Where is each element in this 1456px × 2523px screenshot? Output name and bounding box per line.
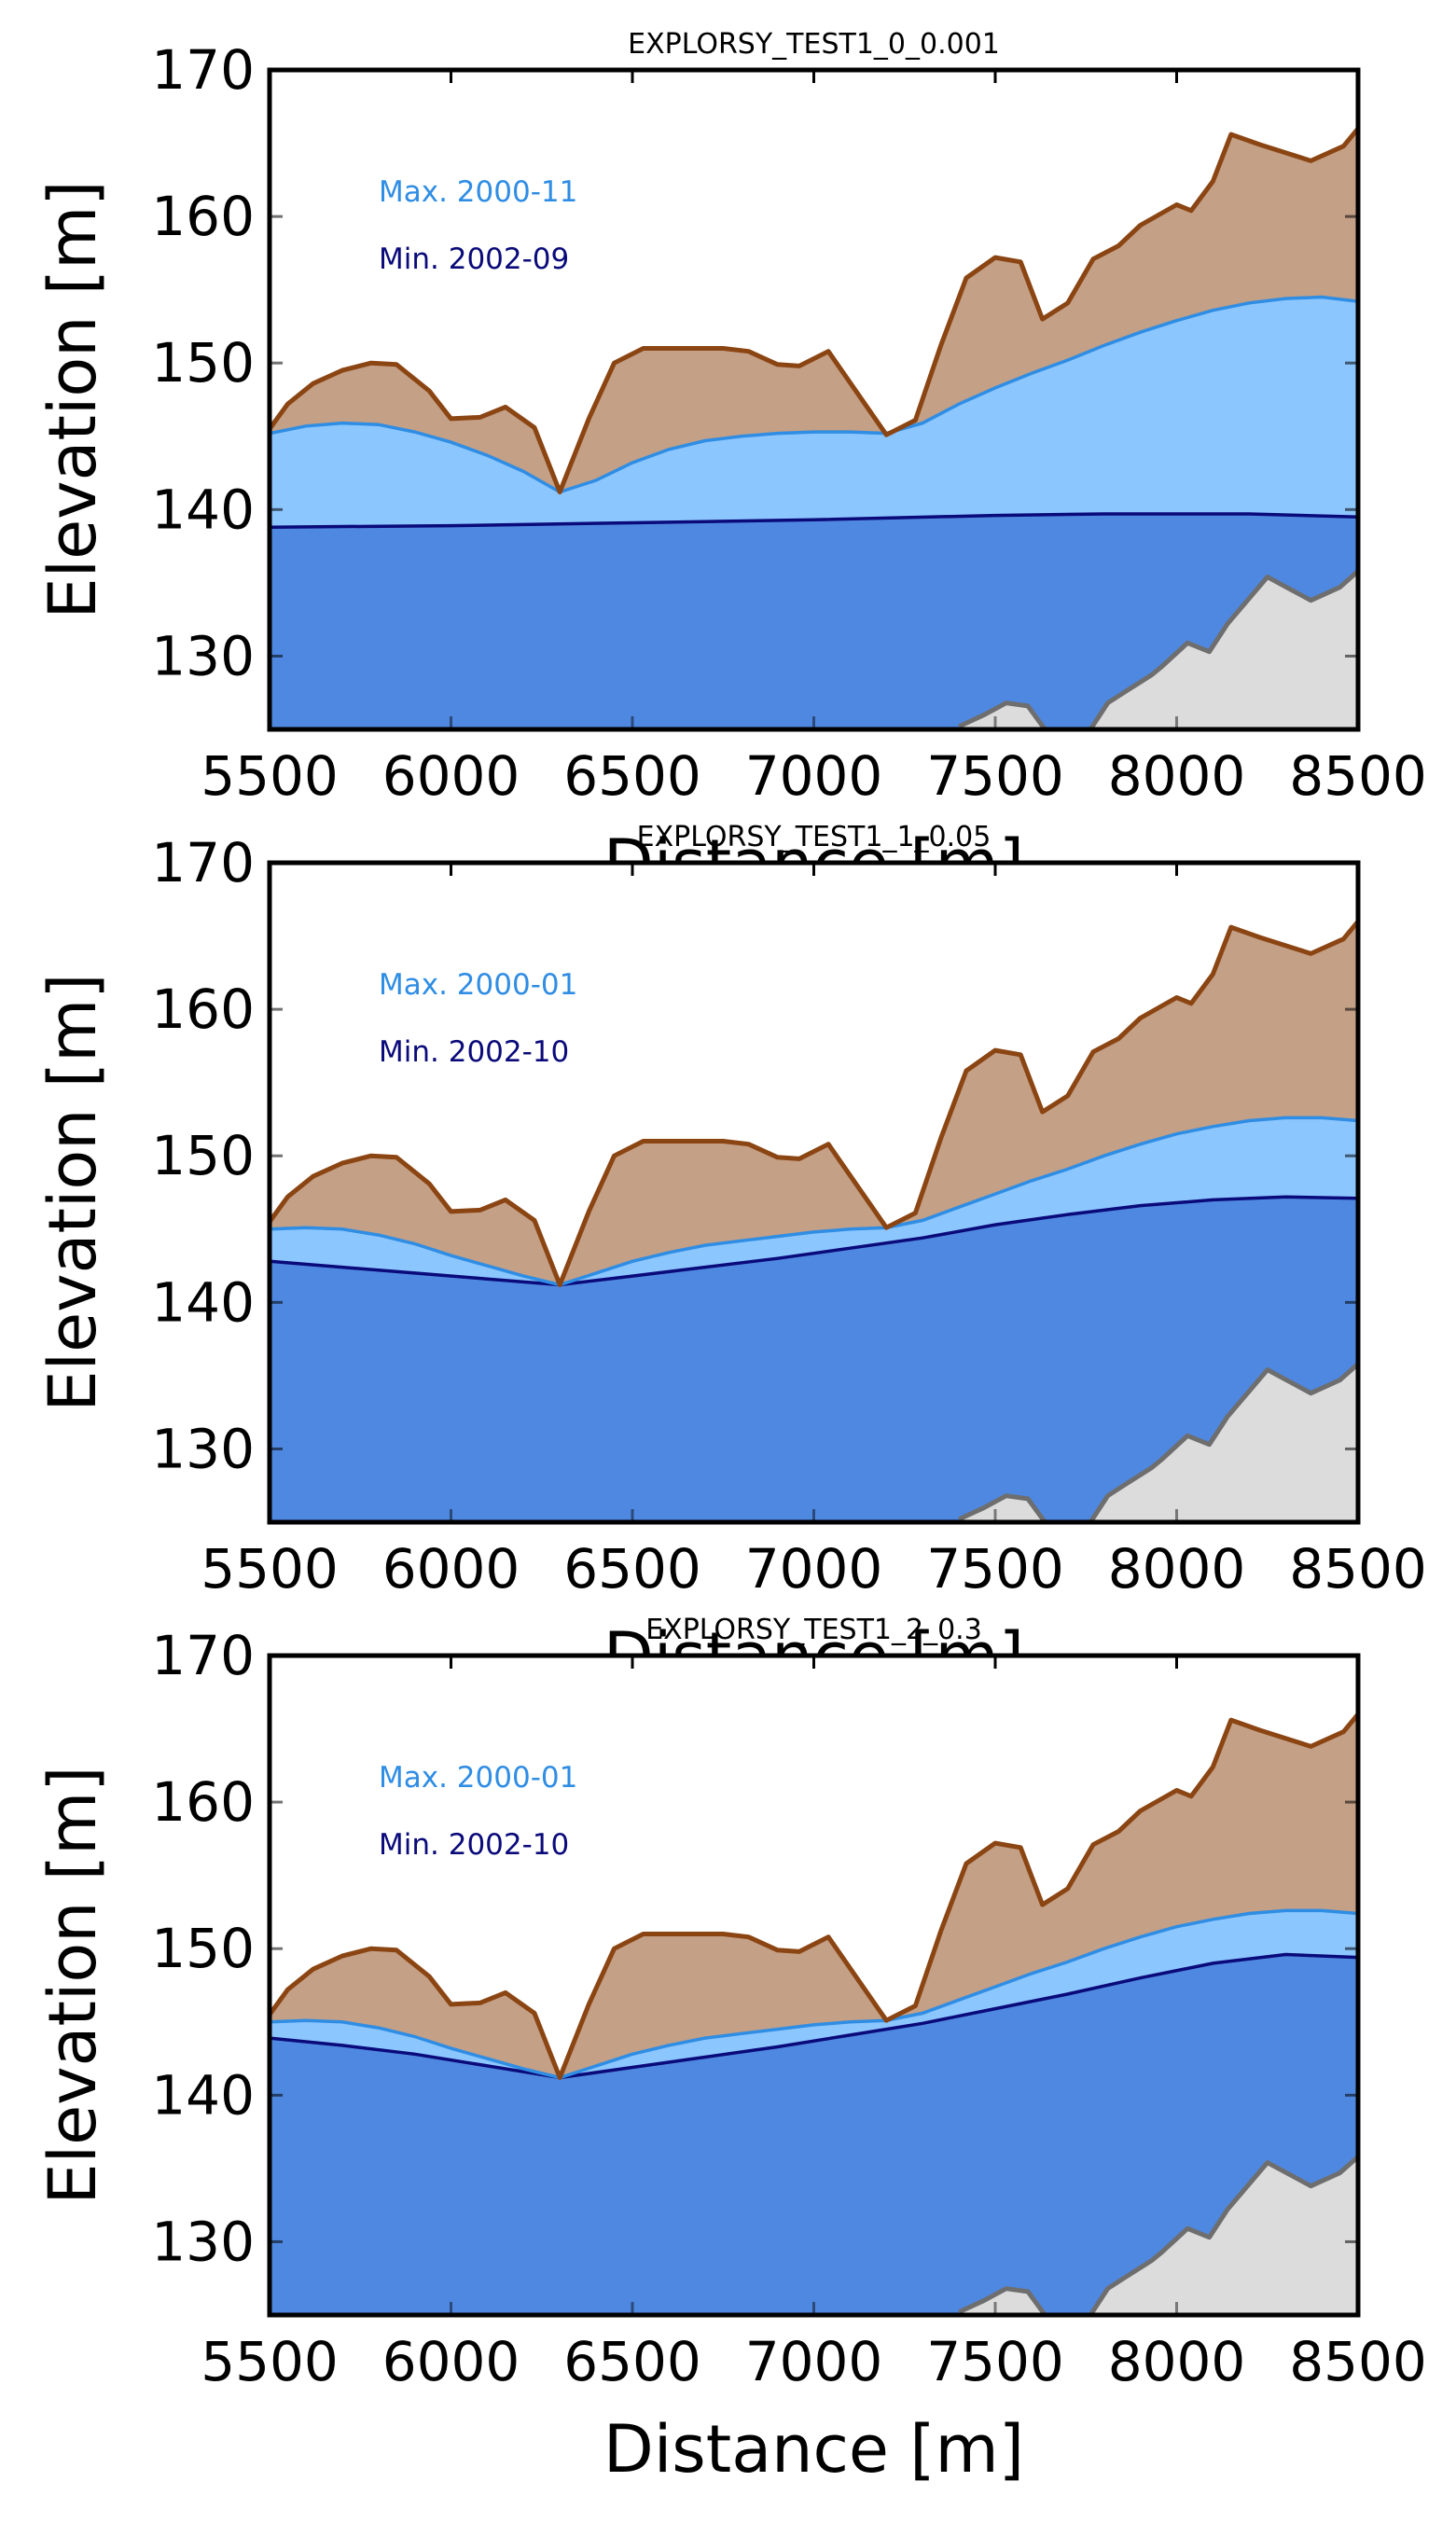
x-tick-label: 8500	[1289, 1537, 1427, 1601]
legend-entry: Min. 2002-10	[379, 1035, 569, 1069]
legend-entry: Min. 2002-09	[379, 243, 569, 276]
bedrock-area	[959, 1364, 1358, 1522]
x-tick-label: 8000	[1108, 744, 1246, 808]
x-tick-label: 7500	[926, 1537, 1064, 1601]
panel-title: EXPLORSY_TEST1_0_0.001	[628, 28, 1000, 61]
y-tick-label: 160	[151, 185, 255, 248]
x-tick-label: 6500	[563, 2330, 701, 2393]
x-tick-label: 6500	[563, 744, 701, 808]
legend-entry: Max. 2000-01	[379, 968, 577, 1002]
legend-entry: Min. 2002-10	[379, 1828, 569, 1862]
series-line-max	[270, 295, 1358, 494]
x-tick-label: 7000	[745, 744, 883, 808]
x-tick-label: 8000	[1108, 1537, 1246, 1601]
y-axis-label: Elevation [m]	[35, 180, 111, 618]
panel-title: EXPLORSY_TEST1_1_0.05	[637, 821, 991, 853]
bedrock-line	[958, 569, 1358, 729]
y-tick-label: 140	[151, 478, 255, 541]
x-tick-label: 5500	[201, 744, 339, 808]
x-tick-label: 7000	[745, 1537, 883, 1601]
legend-entry: Max. 2000-11	[379, 175, 577, 209]
soil-area	[270, 1713, 1358, 2078]
max-head-area	[270, 297, 1358, 528]
x-tick-label: 6000	[382, 1537, 520, 1601]
bedrock-area	[959, 571, 1358, 729]
min-head-area	[270, 1197, 1358, 1522]
y-tick-label: 150	[151, 1917, 255, 1980]
x-tick-label: 7500	[926, 744, 1064, 808]
max-head-area	[270, 1117, 1358, 1285]
chart-panel-3: EXPLORSY_TEST1_2_0.3 130 140 150 160 170 5500 6…	[35, 1614, 1427, 2488]
x-tick-label: 8500	[1289, 2330, 1427, 2393]
y-tick-label: 170	[151, 1624, 255, 1687]
y-tick-label: 140	[151, 1270, 255, 1334]
y-axis-label: Elevation [m]	[35, 973, 111, 1411]
series-line-min	[270, 1195, 1358, 1287]
plot-frame	[267, 1653, 1361, 2318]
legend-entry: Max. 2000-01	[379, 1761, 577, 1795]
y-tick-label: 130	[151, 1417, 255, 1480]
x-tick-label: 7500	[926, 2330, 1064, 2393]
plot-area	[270, 1712, 1358, 2315]
bedrock-area	[959, 2156, 1358, 2315]
y-tick-label: 130	[151, 2210, 255, 2273]
y-tick-label: 150	[151, 331, 255, 395]
soil-area	[270, 921, 1358, 1285]
y-axis-label: Elevation [m]	[35, 1766, 111, 2204]
series-line-min	[270, 1952, 1358, 2080]
x-tick-label: 6500	[563, 1537, 701, 1601]
ground-surface-line	[270, 1712, 1358, 2080]
bedrock-line	[958, 2155, 1358, 2315]
chart-panel-2: EXPLORSY_TEST1_1_0.05 130 140 150 160 170 5500…	[35, 821, 1427, 1695]
x-tick-label: 6000	[382, 744, 520, 808]
series-line-min	[270, 512, 1358, 529]
chart-panel-1: EXPLORSY_TEST1_0_0.001 130 140 150 160 170 550…	[35, 28, 1427, 902]
ground-surface-line	[270, 127, 1358, 494]
y-tick-label: 160	[151, 977, 255, 1041]
x-tick-label: 5500	[201, 2330, 339, 2393]
ground-surface-line	[270, 920, 1358, 1287]
x-tick-label: 6000	[382, 2330, 520, 2393]
y-tick-label: 150	[151, 1124, 255, 1187]
y-tick-label: 140	[151, 2063, 255, 2127]
series-line-max	[270, 1908, 1358, 2080]
x-tick-label: 7000	[745, 2330, 883, 2393]
plot-area	[270, 127, 1358, 729]
x-tick-label: 8500	[1289, 744, 1427, 808]
min-head-area	[270, 514, 1358, 729]
panel-title: EXPLORSY_TEST1_2_0.3	[645, 1614, 982, 1646]
y-tick-label: 170	[151, 831, 255, 894]
y-tick-label: 130	[151, 624, 255, 687]
x-tick-label: 8000	[1108, 2330, 1246, 2393]
bedrock-line	[958, 1362, 1358, 1522]
max-head-area	[270, 1910, 1358, 2078]
soil-area	[270, 128, 1358, 492]
y-tick-label: 160	[151, 1770, 255, 1834]
x-tick-label: 5500	[201, 1537, 339, 1601]
plot-frame	[267, 67, 1361, 732]
x-axis-label: Distance [m]	[603, 2411, 1024, 2488]
plot-area	[270, 920, 1358, 1522]
min-head-area	[270, 1954, 1358, 2315]
plot-frame	[267, 860, 1361, 1525]
series-line-max	[270, 1116, 1358, 1287]
y-tick-label: 170	[151, 38, 255, 102]
